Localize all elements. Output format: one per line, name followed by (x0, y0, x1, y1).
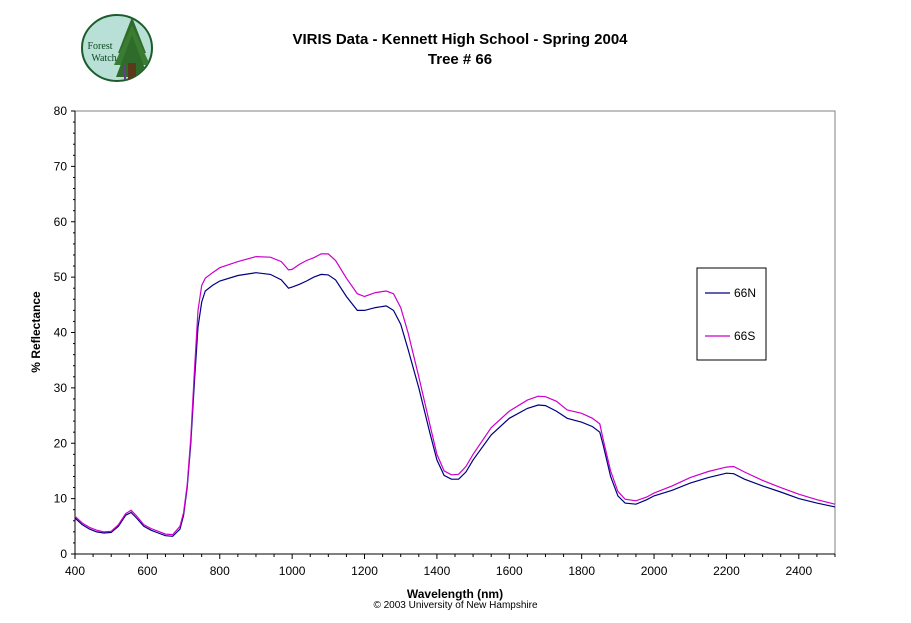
y-tick-label: 80 (54, 104, 68, 118)
series-line-66n (74, 272, 836, 537)
y-tick-label: 40 (54, 326, 68, 340)
x-tick-label: 600 (137, 564, 157, 578)
y-tick-label: 50 (54, 270, 68, 284)
series-line-66s (74, 253, 836, 536)
chart-subtitle: Tree # 66 (427, 51, 493, 68)
x-tick-label: 400 (65, 564, 85, 578)
y-axis-label: % Reflectance (29, 291, 43, 373)
logo-text-forest: Forest (88, 41, 113, 52)
legend-box (696, 267, 767, 361)
x-tick-label: 2200 (713, 564, 740, 578)
x-tick-label: 2000 (641, 564, 668, 578)
x-axis-ticks: 400 600 800 1000 1200 1400 1600 1800 2000 2200 240… (65, 554, 836, 578)
x-tick-label: 1000 (279, 564, 306, 578)
y-tick-label: 60 (54, 215, 68, 229)
y-axis-ticks: 0 10 20 30 40 50 60 70 80 (54, 104, 75, 561)
y-tick-label: 20 (54, 436, 68, 450)
forest-watch-logo: Forest Watch (80, 13, 154, 83)
logo-text-watch: Watch (91, 53, 116, 64)
x-tick-label: 1600 (496, 564, 523, 578)
x-tick-label: 2400 (785, 564, 812, 578)
x-axis-label: Wavelength (nm) (407, 587, 503, 601)
chart-title: VIRIS Data - Kennett High School - Sprin… (292, 31, 628, 48)
legend-label-66n: 66N (734, 286, 756, 300)
y-tick-label: 10 (54, 492, 68, 506)
x-tick-label: 1400 (424, 564, 451, 578)
x-tick-label: 800 (210, 564, 230, 578)
legend-label-66s: 66S (734, 329, 755, 343)
y-tick-label: 0 (60, 547, 67, 561)
x-tick-label: 1200 (351, 564, 378, 578)
series-lines (74, 253, 836, 537)
copyright-footer: © 2003 University of New Hampshire (373, 600, 538, 611)
y-tick-label: 30 (54, 381, 68, 395)
legend: 66N 66S (696, 267, 767, 361)
y-tick-label: 70 (54, 159, 68, 173)
x-tick-label: 1800 (568, 564, 595, 578)
